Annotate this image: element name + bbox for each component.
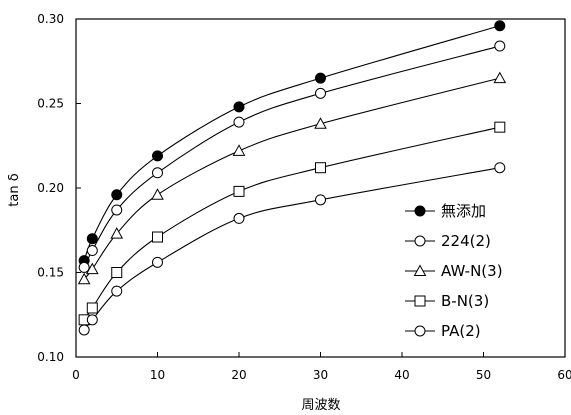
data-point: [494, 20, 506, 32]
legend-item: 無添加: [405, 202, 486, 220]
legend-item: 224(2): [405, 232, 491, 250]
series-2: [78, 40, 506, 273]
series-layer: [77, 20, 507, 336]
legend: 無添加 224(2) AW-N(3) B-N(3) PA(2): [405, 202, 503, 340]
data-point: [152, 231, 163, 243]
legend-label: B-N(3): [441, 292, 489, 310]
series-line: [83, 167, 500, 331]
data-point: [78, 261, 90, 273]
y-axis-label: tan δ: [7, 173, 22, 206]
data-point: [494, 40, 506, 52]
data-point: [78, 324, 90, 336]
data-point: [315, 162, 326, 174]
data-point: [86, 233, 98, 245]
data-point: [151, 188, 164, 200]
data-point: [86, 245, 98, 257]
series-5: [78, 162, 506, 336]
series-line: [83, 126, 500, 321]
data-point: [111, 189, 123, 201]
y-tick-label: 0.10: [37, 350, 64, 364]
axes: 0 10 20 30 40 50 60 0.10 0.15 0.20 0.25 0.30: [37, 12, 571, 382]
series-1: [78, 20, 506, 267]
data-point: [233, 116, 245, 128]
x-tick-label: 40: [394, 368, 409, 382]
data-point: [110, 227, 124, 239]
legend-marker: [414, 295, 426, 307]
x-tick-label: 10: [150, 368, 165, 382]
y-tick-label: 0.20: [37, 181, 64, 195]
y-tick-label: 0.15: [37, 266, 64, 280]
y-tick-label: 0.30: [37, 12, 64, 26]
data-point: [111, 285, 123, 297]
data-point: [314, 117, 327, 129]
x-tick-label: 0: [72, 368, 80, 382]
x-tick-label: 60: [557, 368, 571, 382]
x-tick-label: 20: [231, 368, 246, 382]
legend-marker: [413, 264, 427, 276]
x-tick-label: 30: [313, 368, 328, 382]
y-tick-label: 0.25: [37, 97, 64, 111]
data-point: [494, 162, 506, 174]
series-line: [83, 25, 500, 261]
legend-item: B-N(3): [405, 292, 489, 310]
data-point: [111, 267, 123, 278]
data-point: [233, 101, 245, 113]
series-line: [83, 45, 500, 268]
data-point: [152, 256, 163, 268]
data-point: [152, 150, 163, 162]
data-point: [315, 72, 326, 84]
legend-marker: [414, 325, 426, 337]
legend-label: AW-N(3): [441, 262, 503, 280]
plot-frame: [75, 18, 566, 358]
x-tick-label: 50: [476, 368, 491, 382]
legend-label: PA(2): [441, 322, 481, 340]
data-point: [493, 71, 507, 84]
data-point: [315, 194, 326, 206]
x-axis-label: 周波数: [301, 398, 340, 413]
legend-label: 224(2): [441, 232, 491, 250]
data-point: [86, 314, 98, 326]
data-point: [111, 204, 123, 216]
data-point: [77, 272, 91, 285]
series-3: [77, 71, 507, 285]
data-point: [86, 302, 98, 314]
data-point: [233, 185, 245, 197]
legend-label: 無添加: [441, 202, 486, 220]
data-point: [233, 212, 245, 224]
data-point: [315, 87, 326, 99]
data-point: [232, 144, 246, 156]
legend-marker: [414, 205, 426, 217]
legend-item: AW-N(3): [405, 262, 503, 280]
legend-marker: [414, 235, 426, 247]
data-point: [85, 262, 99, 275]
legend-item: PA(2): [405, 322, 481, 340]
data-point: [152, 167, 163, 179]
data-point: [494, 121, 506, 133]
